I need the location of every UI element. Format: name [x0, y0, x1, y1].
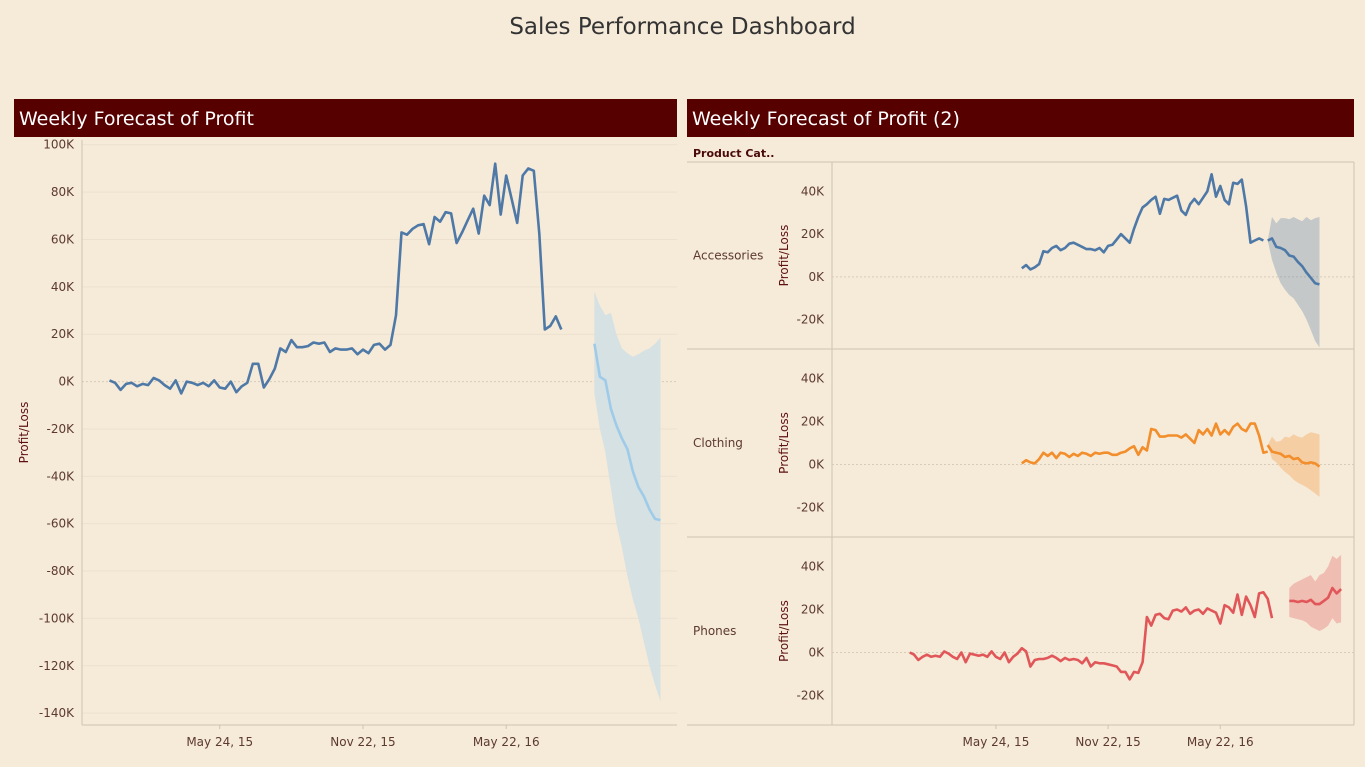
right-y-tick-label: 0K	[808, 458, 825, 472]
phones-forecast-line	[1289, 586, 1343, 606]
left-panel-header: Weekly Forecast of Profit	[14, 99, 677, 137]
category-label-accessories: Accessories	[693, 249, 763, 263]
clothing-actual-line	[1021, 422, 1269, 465]
left-y-tick-label: 40K	[51, 280, 75, 294]
right-y-axis-title: Profit/Loss	[777, 225, 791, 287]
right-y-tick-label: 20K	[801, 603, 825, 617]
right-y-tick-label: 40K	[801, 372, 825, 386]
right-panel-header: Weekly Forecast of Profit (2)	[687, 99, 1354, 137]
clothing-forecast-line	[1266, 444, 1321, 468]
clothing-forecast-band	[1267, 432, 1320, 497]
left-y-tick-label: 100K	[43, 138, 75, 152]
left-y-tick-label: -60K	[47, 517, 76, 531]
left-y-axis-title: Profit/Loss	[17, 402, 31, 464]
right-y-tick-label: 20K	[801, 415, 825, 429]
left-y-tick-label: -120K	[39, 659, 75, 673]
left-y-tick-label: -40K	[47, 469, 76, 483]
left-actual-line	[108, 162, 563, 395]
phones-forecast-band	[1289, 554, 1342, 631]
left-y-tick-label: 20K	[51, 327, 75, 341]
right-y-tick-label: -20K	[797, 689, 826, 703]
right-x-tick-label: May 22, 16	[1187, 735, 1254, 749]
accessories-forecast-band	[1267, 217, 1320, 348]
right-y-tick-label: 0K	[808, 270, 825, 284]
right-y-axis-title: Profit/Loss	[777, 600, 791, 662]
right-y-axis-title: Profit/Loss	[777, 412, 791, 474]
left-y-tick-label: -20K	[47, 422, 76, 436]
dashboard-title: Sales Performance Dashboard	[509, 14, 856, 40]
left-forecast-chart[interactable]: 100K 80K 60K 40K 20K 0K -20K -40K -60K -80K -100K -…	[17, 138, 677, 749]
left-y-tick-label: 80K	[51, 185, 75, 199]
left-y-tick-label: -80K	[47, 564, 76, 578]
right-y-tick-label: 0K	[808, 646, 825, 660]
left-forecast-line	[593, 343, 661, 522]
phones-actual-line	[909, 591, 1274, 681]
left-y-tick-label: -100K	[39, 611, 75, 625]
accessories-forecast-line	[1267, 237, 1320, 286]
left-y-tick-label: -140K	[39, 706, 75, 720]
right-y-tick-label: 40K	[801, 560, 825, 574]
left-y-tick-label: 60K	[51, 232, 75, 246]
category-label-phones: Phones	[693, 624, 736, 638]
left-forecast-band	[594, 291, 661, 702]
right-y-tick-label: 20K	[801, 227, 825, 241]
accessories-actual-line	[1021, 173, 1264, 271]
right-y-tick-label: -20K	[797, 313, 826, 327]
left-y-tick-label: 0K	[58, 375, 75, 389]
right-x-tick-label: Nov 22, 15	[1075, 735, 1140, 749]
right-y-tick-label: 40K	[801, 184, 825, 198]
category-label-clothing: Clothing	[693, 436, 743, 450]
left-x-tick-label: Nov 22, 15	[330, 735, 395, 749]
product-category-header: Product Cat..	[693, 147, 774, 160]
right-x-tick-label: May 24, 15	[963, 735, 1030, 749]
right-y-tick-label: -20K	[797, 501, 826, 515]
left-x-tick-label: May 24, 15	[186, 735, 253, 749]
right-forecast-chart[interactable]: Product Cat.. 40K 20K 0K -20K Accessories Pro…	[687, 147, 1355, 749]
left-x-tick-label: May 22, 16	[473, 735, 540, 749]
